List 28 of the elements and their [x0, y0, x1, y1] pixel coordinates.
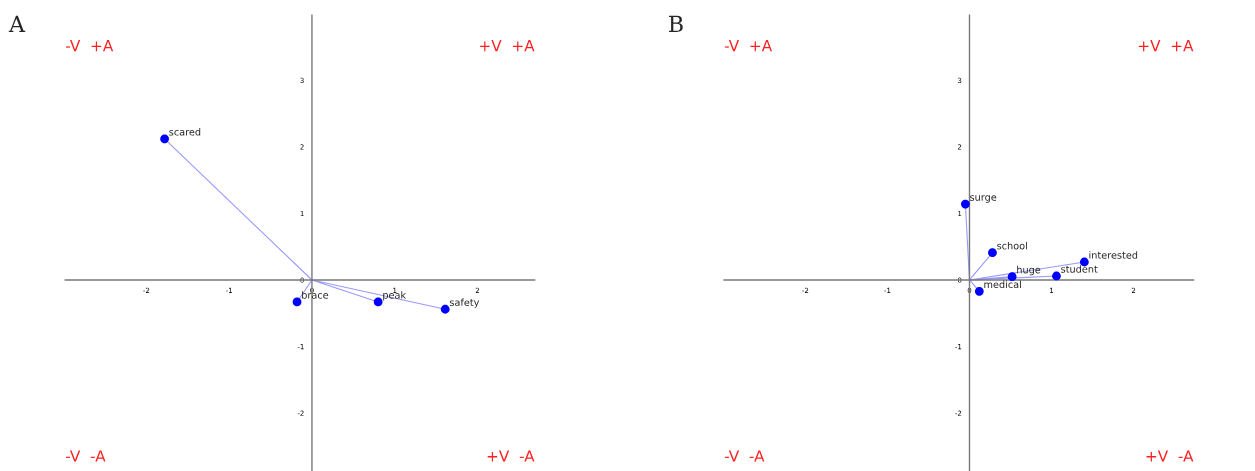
annotation: safety [449, 298, 480, 308]
annotation: scared [169, 128, 201, 136]
annotation: interested [1089, 251, 1138, 259]
point [988, 248, 997, 258]
annotation: brace [302, 291, 329, 299]
annotation: school [997, 241, 1027, 250]
point [373, 297, 383, 307]
annotation: +V -A [487, 450, 535, 462]
annotation: -V +A [66, 40, 114, 52]
annotation: +V -A [1146, 450, 1194, 462]
annotation: -V +A [724, 40, 773, 52]
annotation: +V +A [1138, 40, 1194, 52]
annotation: +V +A [480, 40, 535, 52]
point [292, 297, 302, 307]
annotation: -V -A [66, 450, 106, 462]
annotation: surge [970, 195, 997, 203]
point [960, 199, 970, 209]
point [160, 134, 169, 144]
point [1052, 271, 1061, 281]
annotation: peak [383, 291, 407, 301]
annotation: student [1061, 265, 1098, 273]
annotation: medical [984, 280, 1021, 289]
chart-title: B [669, 15, 683, 32]
chart-title: A [8, 15, 26, 32]
annotation: -V -A [724, 450, 765, 462]
point [440, 304, 450, 314]
point [974, 286, 984, 296]
annotation: huge [1017, 265, 1041, 276]
